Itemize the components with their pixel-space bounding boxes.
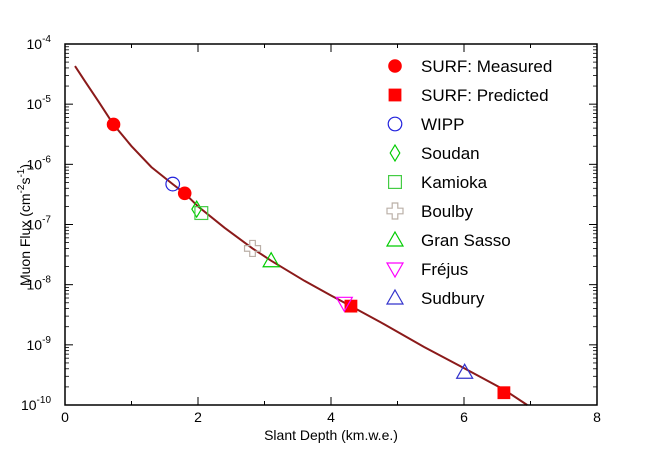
legend-marker-soudan xyxy=(389,143,401,163)
legend-marker-boulby xyxy=(386,202,404,220)
point-fr-jus xyxy=(335,296,354,313)
axis-ticks-layer xyxy=(64,43,598,406)
legend-label-sudbury: Sudbury xyxy=(421,289,485,308)
point-wipp xyxy=(165,176,181,192)
legend-marker-fr-jus xyxy=(385,262,405,279)
x-tick-label: 6 xyxy=(460,409,468,425)
legend-label-wipp: WIPP xyxy=(421,115,464,134)
point-boulby xyxy=(243,239,262,258)
y-axis-label-main: Muon Flux (cm xyxy=(17,193,33,286)
data-points-layer xyxy=(106,117,511,400)
point-surf-predicted xyxy=(344,299,358,313)
y-tick-label: 10-4 xyxy=(27,34,52,52)
y-tick-label: 10-9 xyxy=(27,335,52,353)
legend-label-surf-measured: SURF: Measured xyxy=(421,57,552,76)
legend-label-soudan: Soudan xyxy=(421,144,480,163)
y-axis-label-sup2: -1 xyxy=(16,168,27,177)
y-axis-label-end: ) xyxy=(17,164,33,169)
x-tick-label: 4 xyxy=(327,409,335,425)
point-sudbury xyxy=(455,363,474,379)
y-tick-label: 10-5 xyxy=(27,94,52,112)
y-tick-label: 10-7 xyxy=(27,215,52,233)
legend-label-boulby: Boulby xyxy=(421,202,473,221)
legend-marker-surf-measured xyxy=(388,59,402,73)
y-tick-label: 10-10 xyxy=(21,395,51,413)
legend-label-surf-predicted: SURF: Predicted xyxy=(421,86,549,105)
legend-marker-kamioka xyxy=(388,175,403,190)
legend-label-fr-jus: Fréjus xyxy=(421,260,468,279)
y-axis-label-mid: s xyxy=(17,178,33,185)
point-surf-predicted xyxy=(497,386,511,400)
legend-label-gran-sasso: Gran Sasso xyxy=(421,231,511,250)
y-tick-label: 10-6 xyxy=(27,154,52,172)
legend-label-kamioka: Kamioka xyxy=(421,173,488,192)
point-surf-measured xyxy=(177,186,192,201)
point-kamioka xyxy=(194,206,209,221)
y-tick-labels: 10-10 10-9 10-8 10-7 10-6 10-5 10-4 xyxy=(21,34,51,413)
x-tick-label: 8 xyxy=(593,409,601,425)
y-tick-label: 10-8 xyxy=(27,275,52,293)
y-axis-label-sup1: -2 xyxy=(16,184,27,193)
x-tick-label: 0 xyxy=(61,409,69,425)
point-surf-measured xyxy=(106,117,121,132)
y-axis-label: Muon Flux (cm-2s-1) xyxy=(16,164,33,286)
legend: SURF: Measured SURF: Predicted WIPP Soudan K… xyxy=(385,57,552,308)
legend-marker-wipp xyxy=(387,116,403,132)
x-tick-labels: 0 2 4 6 8 xyxy=(61,409,601,425)
x-axis-label: Slant Depth (km.w.e.) xyxy=(264,427,398,443)
x-tick-label: 2 xyxy=(194,409,202,425)
legend-marker-gran-sasso xyxy=(385,230,405,247)
legend-marker-surf-predicted xyxy=(388,88,402,102)
point-gran-sasso xyxy=(262,251,281,268)
legend-marker-sudbury xyxy=(385,288,405,305)
